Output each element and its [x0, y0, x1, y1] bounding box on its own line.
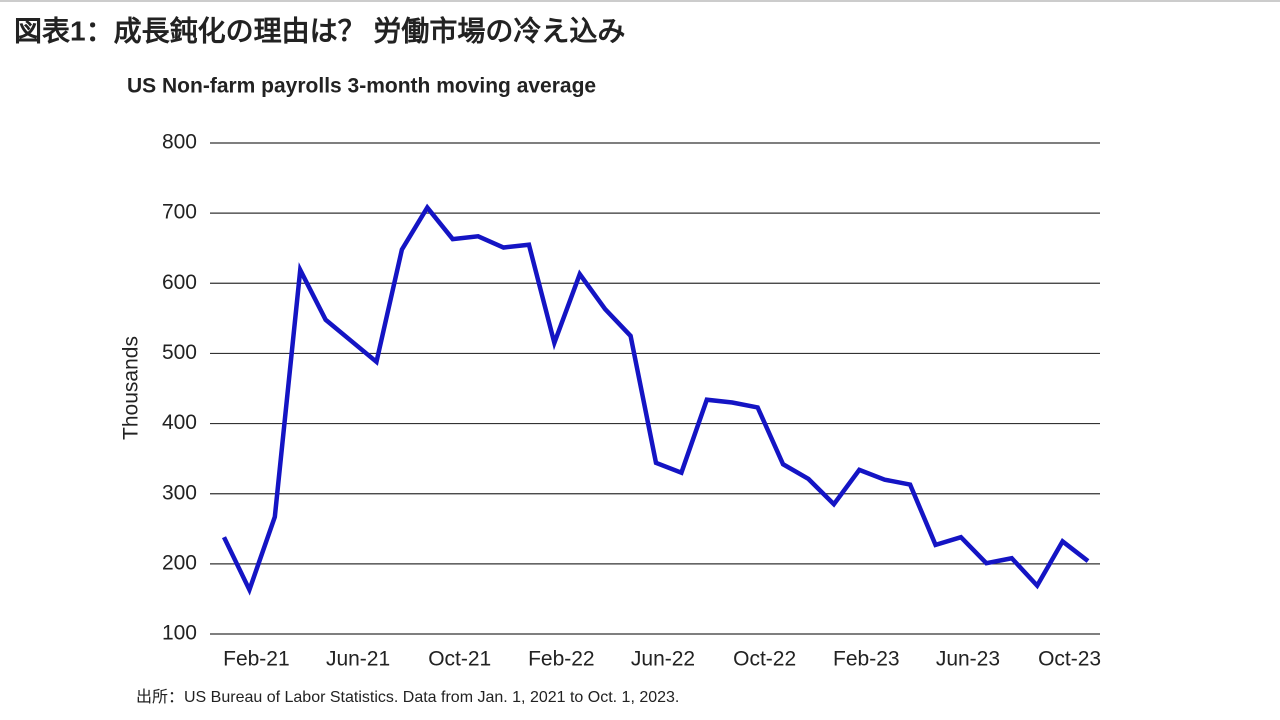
x-tick-label: Oct-22 [733, 648, 796, 671]
y-tick-label: 800 [162, 131, 197, 154]
chart-title: US Non-farm payrolls 3-month moving aver… [127, 75, 596, 98]
y-tick-label: 700 [162, 201, 197, 224]
y-tick-label: 300 [162, 481, 197, 504]
source-note: 出所：US Bureau of Labor Statistics. Data f… [136, 688, 679, 706]
y-tick-label: 100 [162, 622, 197, 645]
y-tick-label: 500 [162, 341, 197, 364]
x-tick-label: Jun-22 [631, 648, 695, 671]
x-tick-label: Oct-23 [1038, 648, 1101, 671]
y-tick-label: 600 [162, 271, 197, 294]
x-tick-label: Jun-21 [326, 648, 390, 671]
slide-title: 図表1：成長鈍化の理由は？ 労働市場の冷え込み [14, 14, 625, 46]
y-tick-label: 200 [162, 551, 197, 574]
y-axis-label: Thousands [120, 336, 143, 440]
plot-area: 100 200 300 400 500 600 700 800 Feb-21 Jun-21 Oct-… [162, 131, 1101, 671]
x-tick-label: Feb-23 [833, 648, 900, 671]
x-tick-label: Feb-21 [223, 648, 290, 671]
x-tick-label: Feb-22 [528, 648, 595, 671]
data-line [221, 203, 1090, 596]
y-tick-label: 400 [162, 411, 197, 434]
x-tick-label: Jun-23 [936, 648, 1000, 671]
x-tick-label: Oct-21 [428, 648, 491, 671]
